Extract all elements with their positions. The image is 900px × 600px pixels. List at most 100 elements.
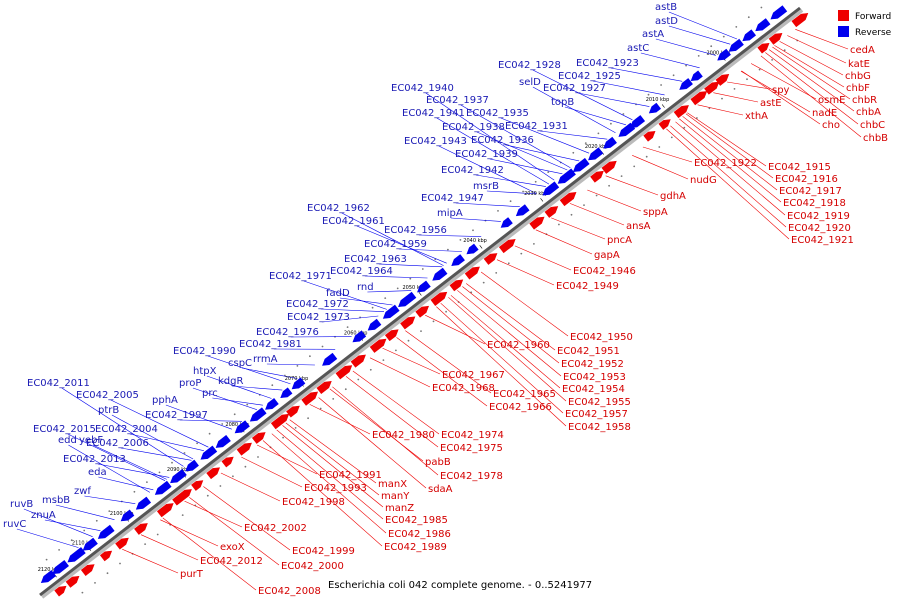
forward-gene-label: chbB (863, 133, 888, 144)
gene-dot (658, 146, 661, 148)
forward-gene (206, 467, 220, 480)
reverse-gene-label: zwf (74, 486, 91, 497)
reverse-leader-line (303, 280, 387, 310)
reverse-leader-line (97, 463, 170, 478)
forward-leader-line (457, 290, 562, 377)
reverse-gene-label: selD (519, 77, 541, 88)
reverse-gene (500, 217, 513, 228)
reverse-leader-line (192, 387, 257, 410)
forward-leader-line (329, 388, 424, 462)
forward-gene-label: EC042_2000 (281, 561, 344, 572)
gene-dot (232, 475, 234, 478)
gene-dot (384, 297, 387, 299)
gene-dot (307, 417, 309, 420)
forward-gene (601, 160, 617, 174)
gene-dot (146, 481, 148, 483)
legend-label: Reverse (855, 28, 892, 38)
forward-leader-line (122, 548, 179, 574)
forward-gene-label: EC042_1918 (783, 198, 846, 209)
gene-dot (221, 423, 224, 425)
forward-leader-line (787, 35, 847, 64)
forward-leader-line (679, 118, 782, 203)
reverse-gene (690, 70, 703, 82)
gene-dot (244, 465, 247, 468)
map-caption: Escherichia coli 042 complete genome. - … (328, 580, 592, 591)
gene-dot (697, 55, 700, 57)
gene-dot (597, 132, 600, 135)
reverse-gene-label: EC042_1973 (287, 312, 350, 323)
reverse-gene-label: edd (58, 435, 77, 446)
gene-dot (509, 200, 512, 203)
legend-label: Forward (855, 12, 891, 22)
gene-dot (233, 413, 236, 416)
forward-gene-label: nadE (812, 108, 837, 119)
reverse-gene (572, 157, 590, 173)
forward-gene-label: EC042_1921 (791, 235, 854, 246)
forward-gene-label: EC042_1919 (787, 211, 850, 222)
reverse-leader-line (564, 106, 626, 126)
forward-gene (590, 170, 604, 183)
reverse-gene-label: EC042_1959 (364, 239, 427, 250)
forward-gene (54, 585, 67, 597)
forward-leader-line (774, 45, 845, 88)
gene-dot (181, 514, 184, 516)
gene-dot (497, 210, 499, 212)
reverse-gene-label: EC042_1963 (344, 254, 407, 265)
forward-leader-line (309, 404, 371, 435)
axis-shadow (40, 8, 804, 599)
forward-gene-label: EC042_1980 (372, 430, 435, 441)
forward-gene (498, 239, 516, 254)
forward-gene-label: EC042_1975 (440, 443, 503, 454)
forward-gene-label: EC042_1985 (385, 515, 448, 526)
reverse-gene (618, 122, 636, 137)
gene-dot (570, 213, 573, 216)
forward-gene-label: chbF (846, 83, 870, 94)
gene-dot (321, 345, 324, 348)
forward-gene (270, 413, 290, 430)
reverse-gene (291, 377, 306, 390)
reverse-leader-line (378, 263, 443, 268)
reverse-gene-label: EC042_1981 (239, 339, 302, 350)
gene-dot (382, 359, 385, 361)
forward-leader-line (675, 121, 786, 216)
forward-gene (286, 405, 300, 418)
gene-dot (409, 277, 412, 280)
forward-leader-line (276, 429, 384, 520)
forward-gene (172, 489, 192, 506)
forward-gene (768, 32, 783, 45)
forward-leader-line (697, 104, 744, 116)
gene-dot (196, 442, 199, 445)
forward-leader-line (440, 302, 564, 414)
reverse-gene-label: astD (655, 16, 678, 27)
reverse-leader-line (532, 69, 633, 121)
gene-dot (183, 452, 186, 454)
reverse-gene-label: prc (202, 388, 218, 399)
forward-gene-label: cedA (850, 45, 875, 56)
tick-label: 2010 kbp (646, 97, 670, 103)
tick-label: 2020 kbp (585, 144, 609, 150)
gene-dot (294, 427, 297, 429)
forward-gene-label: EC042_1989 (384, 542, 447, 553)
reverse-leader-line (364, 275, 428, 279)
gene-dot (94, 582, 96, 584)
reverse-gene (717, 48, 731, 61)
forward-leader-line (220, 472, 281, 502)
reverse-leader-line (356, 225, 447, 264)
gene-dot (685, 64, 687, 67)
reverse-leader-line (320, 308, 385, 312)
reverse-gene-label: EC042_1927 (543, 83, 606, 94)
reverse-leader-line (44, 519, 101, 531)
gene-dot (472, 229, 474, 232)
reverse-gene-label: ruvC (3, 519, 26, 530)
gene-dot (106, 572, 109, 575)
reverse-leader-line (460, 104, 571, 168)
forward-gene-label: EC042_1915 (768, 162, 831, 173)
reverse-leader-line (398, 248, 462, 252)
forward-gene (134, 523, 148, 535)
reverse-leader-line (207, 355, 291, 385)
forward-gene-label: EC042_1999 (292, 546, 355, 557)
gene-dot (395, 349, 397, 352)
gene-dot (746, 78, 748, 81)
forward-gene (251, 432, 266, 444)
